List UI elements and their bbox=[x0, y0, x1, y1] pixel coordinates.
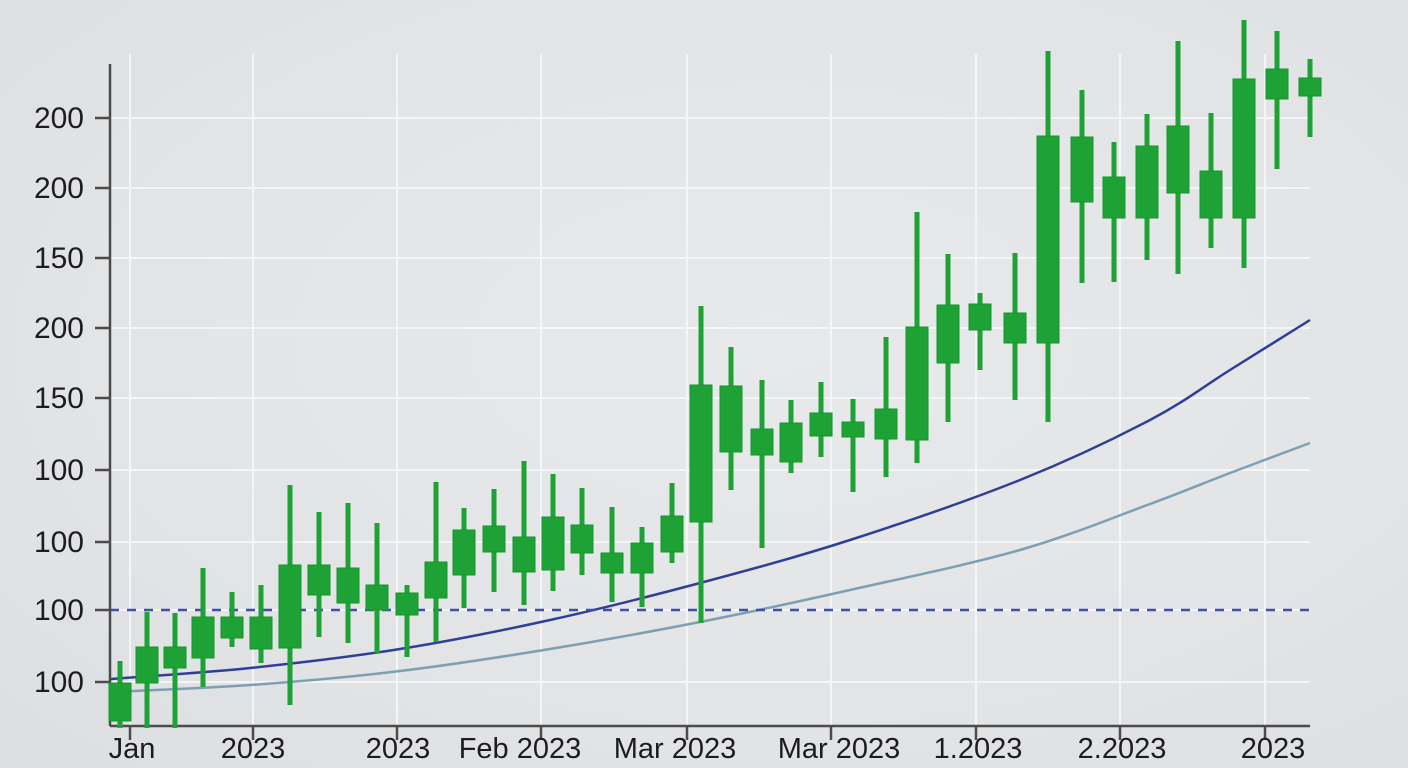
x-tick-label: 2023 bbox=[1241, 733, 1306, 765]
candle-body bbox=[220, 616, 244, 639]
candle-body bbox=[660, 515, 684, 553]
x-tick-label: Mar 2023 bbox=[614, 733, 737, 765]
candle-body bbox=[108, 682, 132, 722]
candle-body bbox=[1003, 312, 1027, 344]
candle-body bbox=[905, 326, 929, 441]
y-tick-label: 200 bbox=[34, 312, 84, 345]
candle-body bbox=[630, 542, 654, 574]
candle-body bbox=[424, 561, 448, 599]
candle-body bbox=[482, 525, 506, 553]
candle-body bbox=[1070, 136, 1094, 203]
candle-body bbox=[689, 384, 713, 523]
candle-body bbox=[1199, 170, 1223, 219]
candle-body bbox=[1135, 145, 1159, 219]
y-tick-label: 100 bbox=[34, 594, 84, 627]
x-tick-label: 1.2023 bbox=[934, 733, 1023, 765]
candle-body bbox=[936, 304, 960, 364]
candle-body bbox=[1298, 77, 1322, 97]
y-tick-label: 150 bbox=[34, 382, 84, 415]
y-tick-label: 100 bbox=[34, 454, 84, 487]
candle-body bbox=[968, 303, 992, 331]
candle-body bbox=[1166, 125, 1190, 194]
candle-body bbox=[570, 524, 594, 554]
lower-trend-curve bbox=[109, 441, 1311, 694]
x-tick-label: Feb 2023 bbox=[459, 733, 582, 765]
candle-body bbox=[809, 412, 833, 437]
y-tick-label: 150 bbox=[34, 242, 84, 275]
candle-body bbox=[719, 385, 743, 453]
candle-body bbox=[135, 646, 159, 684]
candle-body bbox=[191, 616, 215, 659]
candle-body bbox=[1036, 135, 1060, 344]
candle-body bbox=[395, 592, 419, 616]
candle-body bbox=[1102, 176, 1126, 219]
x-tick-label: 2.2023 bbox=[1078, 733, 1167, 765]
candle-body bbox=[1265, 68, 1289, 100]
y-tick-label: 200 bbox=[34, 102, 84, 135]
candle-body bbox=[874, 408, 898, 440]
candle-body bbox=[841, 421, 865, 438]
candle-body bbox=[600, 552, 624, 574]
x-tick-label: 2023 bbox=[221, 733, 286, 765]
x-tick-label: Jan bbox=[109, 733, 156, 765]
candle-body bbox=[278, 564, 302, 649]
candle-body bbox=[307, 564, 331, 596]
candle-body bbox=[779, 422, 803, 463]
y-tick-label: 100 bbox=[34, 666, 84, 699]
candle-body bbox=[336, 567, 360, 604]
x-tick-label: Mar 2023 bbox=[778, 733, 901, 765]
upper-trend-curve bbox=[109, 318, 1311, 681]
candle-body bbox=[249, 616, 273, 650]
x-tick-label: 2023 bbox=[366, 733, 431, 765]
candle-body bbox=[750, 428, 774, 456]
candle-body bbox=[365, 584, 389, 611]
y-tick-label: 100 bbox=[34, 526, 84, 559]
y-tick-label: 200 bbox=[34, 172, 84, 205]
candle-body bbox=[541, 516, 565, 571]
candle-body bbox=[1232, 78, 1256, 219]
candle-body bbox=[163, 646, 187, 669]
candle-body bbox=[452, 529, 476, 576]
candle-body bbox=[512, 536, 536, 573]
